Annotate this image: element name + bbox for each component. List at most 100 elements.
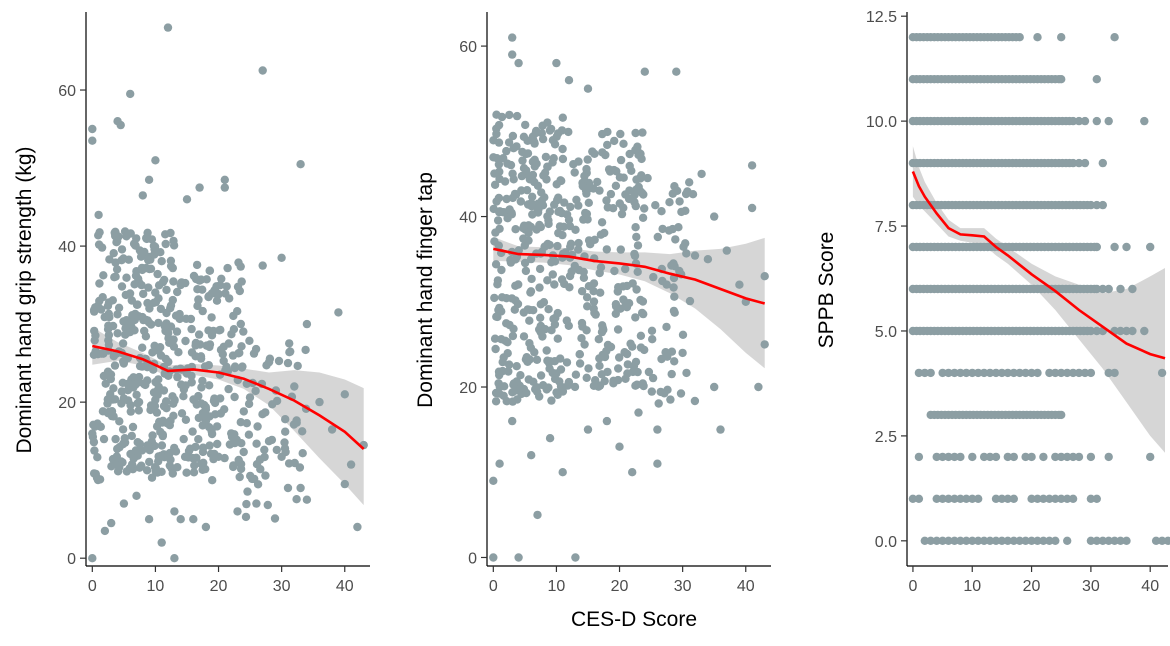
data-point <box>162 285 171 295</box>
data-point <box>651 201 660 210</box>
data-point <box>1051 368 1060 378</box>
data-point <box>533 181 543 190</box>
data-point <box>490 237 499 246</box>
data-point <box>544 305 553 314</box>
data-point <box>562 316 571 325</box>
data-point <box>581 208 590 218</box>
data-point <box>662 280 671 289</box>
data-point <box>173 463 182 472</box>
data-point <box>543 162 552 172</box>
data-point <box>1027 494 1036 503</box>
data-point <box>245 336 254 345</box>
data-point <box>1104 116 1113 126</box>
data-point <box>88 429 97 438</box>
data-point <box>112 452 122 461</box>
data-point <box>212 289 221 298</box>
data-point <box>938 368 947 378</box>
data-point <box>495 389 504 398</box>
data-point <box>264 357 274 367</box>
data-point <box>716 425 725 434</box>
data-point <box>208 476 217 485</box>
data-point <box>690 251 700 260</box>
data-point <box>647 326 657 335</box>
data-point <box>1068 158 1078 168</box>
data-point <box>1151 536 1161 545</box>
data-point <box>103 325 113 334</box>
data-point <box>89 305 99 314</box>
data-point <box>613 325 623 334</box>
data-point <box>173 287 182 297</box>
data-point <box>670 357 679 366</box>
data-point <box>169 236 178 246</box>
data-point <box>118 425 128 434</box>
data-point <box>979 536 989 545</box>
data-point <box>938 452 947 462</box>
data-point <box>1116 284 1125 294</box>
data-point <box>500 177 510 186</box>
data-point <box>163 23 173 32</box>
data-point <box>556 176 565 185</box>
data-point <box>991 536 1001 545</box>
data-point <box>537 196 546 206</box>
data-point <box>1021 536 1030 545</box>
data-point <box>914 494 924 503</box>
data-point <box>148 431 157 440</box>
data-point <box>144 283 153 292</box>
data-point <box>497 307 506 316</box>
data-point <box>538 134 548 144</box>
data-point <box>558 468 567 477</box>
data-point <box>252 499 261 508</box>
data-point <box>1086 200 1096 210</box>
data-point <box>535 264 545 274</box>
data-point <box>193 285 202 294</box>
data-point <box>198 306 207 316</box>
y-tick-label: 0 <box>67 551 76 568</box>
data-point <box>1080 158 1090 168</box>
data-point <box>1092 494 1102 503</box>
data-point <box>962 536 971 545</box>
data-point <box>580 340 589 349</box>
data-point <box>722 246 731 255</box>
data-point <box>760 272 769 281</box>
data-point <box>1033 494 1042 503</box>
data-point <box>682 368 691 378</box>
data-point <box>944 452 953 462</box>
panel-finger-tap: 0 10 20 30 40 0 20 40 60 Dominant hand finger ta… <box>414 12 771 595</box>
data-point <box>340 390 349 399</box>
data-point <box>1098 200 1108 210</box>
data-point <box>545 126 555 135</box>
data-point <box>145 304 154 313</box>
data-point <box>120 434 129 443</box>
data-point <box>136 252 146 261</box>
data-point <box>543 118 552 127</box>
data-point <box>116 120 125 130</box>
data-point <box>491 397 501 406</box>
data-point <box>204 361 213 370</box>
data-point <box>522 356 532 365</box>
data-point <box>670 292 679 301</box>
data-point <box>678 330 688 339</box>
data-point <box>675 266 684 276</box>
data-point <box>191 352 200 361</box>
data-point <box>548 270 557 279</box>
data-point <box>505 110 514 120</box>
data-point <box>669 306 679 316</box>
data-point <box>574 245 583 254</box>
data-point <box>131 374 140 383</box>
data-point <box>956 536 965 545</box>
data-point <box>1068 116 1078 126</box>
data-point <box>94 240 104 249</box>
data-point <box>1074 452 1084 462</box>
data-point <box>115 442 124 452</box>
data-point <box>514 58 523 68</box>
data-point <box>685 296 695 306</box>
data-point <box>272 445 281 455</box>
data-point <box>1027 452 1036 462</box>
data-point <box>1074 116 1084 126</box>
panel-grip-strength: 0 10 20 30 40 0 20 40 60 Dominant hand grip stre… <box>13 12 370 595</box>
data-point <box>574 201 583 210</box>
data-point <box>602 416 612 426</box>
data-point <box>633 367 642 377</box>
data-point <box>114 303 124 312</box>
data-point <box>220 183 229 192</box>
